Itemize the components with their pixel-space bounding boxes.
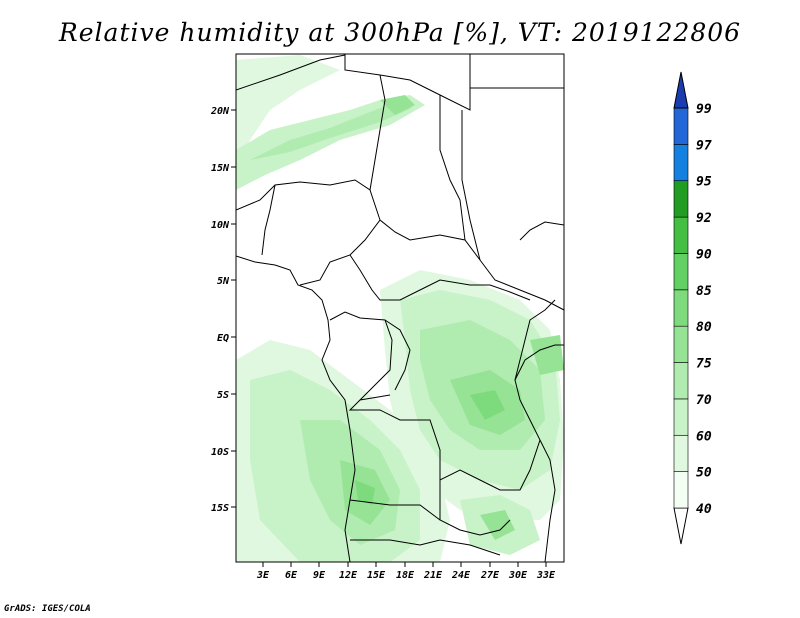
colorbar-segment [673,362,689,400]
lon-label: 21E [423,570,443,581]
colorbar-segment [673,289,689,327]
lon-label: 30E [508,570,528,581]
colorbar-min-triangle [673,507,689,545]
lon-label: 33E [536,570,556,581]
lat-label: 10N [211,220,230,231]
colorbar-segment [673,107,689,145]
colorbar-label: 97 [696,138,712,153]
colorbar-label: 50 [696,466,712,481]
lon-label: 6E [285,570,298,581]
colorbar-label: 85 [696,284,712,299]
colorbar-segment [673,216,689,254]
lon-label: 27E [480,570,500,581]
axis-ticks [231,109,547,567]
colorbar-label: 90 [696,247,712,262]
lat-label: 15N [211,163,230,174]
lon-label: 9E [313,570,326,581]
colorbar-segment [673,253,689,291]
lon-label: 24E [451,570,471,581]
lat-label: 10S [211,447,229,458]
colorbar-segment [673,180,689,218]
lat-label: EQ [217,333,229,344]
colorbar-segment [673,325,689,363]
colorbar-label: 95 [696,175,712,190]
map-title: Relative humidity at 300hPa [%], VT: 201… [58,18,742,47]
humidity-shading [236,54,564,562]
lon-label: 15E [367,570,386,581]
lat-label: 15S [211,503,229,514]
latitude-labels: 20N 15N 10N 5N EQ 5S 10S 15S [210,106,230,514]
colorbar-label: 60 [696,429,712,444]
longitude-labels: 3E 6E 9E 12E 15E 18E 21E 24E 27E 30E 33E [256,570,556,581]
credit-text: GrADS: IGES/COLA [4,604,91,614]
colorbar-segment [673,398,689,436]
colorbar-label: 75 [696,357,712,372]
colorbar-segment [673,434,689,472]
colorbar-segment [673,471,689,509]
colorbar: 40 50 60 70 75 80 85 90 92 95 97 99 [673,71,712,545]
country-borders [236,54,564,562]
lat-label: 5N [217,276,230,287]
colorbar-label: 40 [696,502,712,517]
colorbar-label: 99 [696,102,712,117]
lon-label: 12E [339,570,358,581]
lat-label: 20N [210,106,230,117]
colorbar-segment [673,144,689,182]
colorbar-label: 80 [696,320,712,335]
colorbar-label: 92 [696,211,712,226]
colorbar-label: 70 [696,393,712,408]
lat-label: 5S [217,390,229,401]
colorbar-max-triangle [673,71,689,109]
map-frame [235,53,565,563]
lon-label: 3E [256,570,270,581]
lon-label: 18E [396,570,415,581]
